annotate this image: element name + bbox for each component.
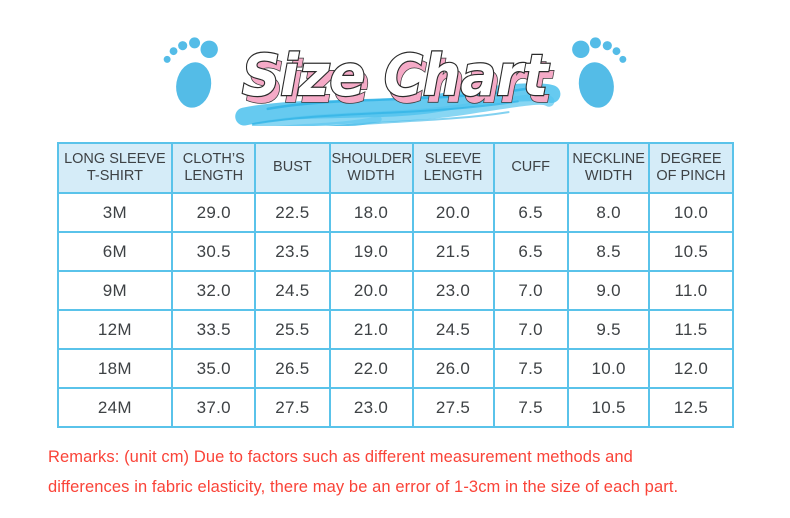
- measurement-cell: 22.0: [328, 348, 414, 389]
- measurement-cell: 8.5: [566, 231, 651, 272]
- measurement-cell: 11.5: [648, 309, 734, 350]
- size-cell: 3M: [56, 192, 174, 233]
- measurement-cell: 19.0: [328, 231, 414, 272]
- column-header: DEGREE OF PINCH: [648, 142, 734, 194]
- table-row: 9M 32.0 24.5 20.0 23.0 7.0 9.0 11.0: [56, 270, 734, 311]
- measurement-cell: 7.5: [492, 348, 569, 389]
- measurement-cell: 27.5: [411, 387, 495, 428]
- measurement-cell: 23.0: [411, 270, 495, 311]
- title-banner: Size Chart Size Chart: [0, 0, 790, 126]
- column-header: BUST: [254, 142, 331, 194]
- measurement-cell: 6.5: [492, 231, 569, 272]
- measurement-cell: 24.5: [254, 270, 331, 311]
- measurement-cell: 30.5: [171, 231, 257, 272]
- measurement-cell: 20.0: [328, 270, 414, 311]
- measurement-cell: 33.5: [171, 309, 257, 350]
- measurement-cell: 21.0: [328, 309, 414, 350]
- measurement-cell: 10.5: [648, 231, 734, 272]
- size-chart-title: Size Chart Size Chart: [235, 42, 561, 126]
- brush-stroke: [235, 83, 561, 126]
- table-row: 12M 33.5 25.5 21.0 24.5 7.0 9.5 11.5: [56, 309, 734, 350]
- title-shadow-text: Size Chart: [246, 50, 554, 116]
- measurement-cell: 22.5: [254, 192, 331, 233]
- size-cell: 18M: [56, 348, 174, 389]
- measurement-cell: 7.5: [492, 387, 569, 428]
- measurement-cell: 29.0: [171, 192, 257, 233]
- measurement-cell: 21.5: [411, 231, 495, 272]
- size-cell: 6M: [56, 231, 174, 272]
- size-cell: 12M: [56, 309, 174, 350]
- measurement-cell: 20.0: [411, 192, 495, 233]
- column-header: CLOTH’S LENGTH: [171, 142, 257, 194]
- measurement-cell: 7.0: [492, 270, 569, 311]
- footprint-left-icon: [163, 37, 218, 108]
- measurement-cell: 35.0: [171, 348, 257, 389]
- measurement-cell: 12.0: [648, 348, 734, 389]
- measurement-cell: 10.5: [566, 387, 651, 428]
- measurement-cell: 8.0: [566, 192, 651, 233]
- footprint-right-icon: [572, 37, 627, 108]
- measurement-cell: 26.5: [254, 348, 331, 389]
- measurement-cell: 18.0: [328, 192, 414, 233]
- measurement-cell: 9.0: [566, 270, 651, 311]
- measurement-cell: 7.0: [492, 309, 569, 350]
- column-header: LONG SLEEVE T-SHIRT: [56, 142, 174, 194]
- measurement-cell: 11.0: [648, 270, 734, 311]
- size-table: LONG SLEEVE T-SHIRT CLOTH’S LENGTH BUST SHO…: [56, 142, 734, 428]
- measurement-cell: 12.5: [648, 387, 734, 428]
- table-row: 18M 35.0 26.5 22.0 26.0 7.5 10.0 12.0: [56, 348, 734, 389]
- table-row: 3M 29.0 22.5 18.0 20.0 6.5 8.0 10.0: [56, 192, 734, 233]
- measurement-cell: 26.0: [411, 348, 495, 389]
- measurement-cell: 23.0: [328, 387, 414, 428]
- measurement-cell: 27.5: [254, 387, 331, 428]
- table-row: 24M 37.0 27.5 23.0 27.5 7.5 10.5 12.5: [56, 387, 734, 428]
- measurement-cell: 25.5: [254, 309, 331, 350]
- measurement-cell: 37.0: [171, 387, 257, 428]
- measurement-cell: 23.5: [254, 231, 331, 272]
- column-header: SHOULDER WIDTH: [328, 142, 414, 194]
- size-table-body: 3M 29.0 22.5 18.0 20.0 6.5 8.0 10.0 6M 30.5 23.5 19…: [56, 192, 734, 428]
- measurement-cell: 10.0: [648, 192, 734, 233]
- size-table-header: LONG SLEEVE T-SHIRT CLOTH’S LENGTH BUST SHO…: [56, 142, 734, 194]
- measurement-cell: 32.0: [171, 270, 257, 311]
- size-cell: 24M: [56, 387, 174, 428]
- table-row: 6M 30.5 23.5 19.0 21.5 6.5 8.5 10.5: [56, 231, 734, 272]
- measurement-cell: 24.5: [411, 309, 495, 350]
- measurement-cell: 6.5: [492, 192, 569, 233]
- measurement-cell: 10.0: [566, 348, 651, 389]
- column-header: SLEEVE LENGTH: [411, 142, 495, 194]
- column-header: NECKLINE WIDTH: [566, 142, 651, 194]
- title-front-text: Size Chart: [242, 43, 550, 109]
- size-cell: 9M: [56, 270, 174, 311]
- remarks-text: Remarks: (unit cm) Due to factors such a…: [48, 448, 679, 496]
- column-header: CUFF: [492, 142, 569, 194]
- measurement-cell: 9.5: [566, 309, 651, 350]
- header-row: LONG SLEEVE T-SHIRT CLOTH’S LENGTH BUST SHO…: [56, 142, 734, 194]
